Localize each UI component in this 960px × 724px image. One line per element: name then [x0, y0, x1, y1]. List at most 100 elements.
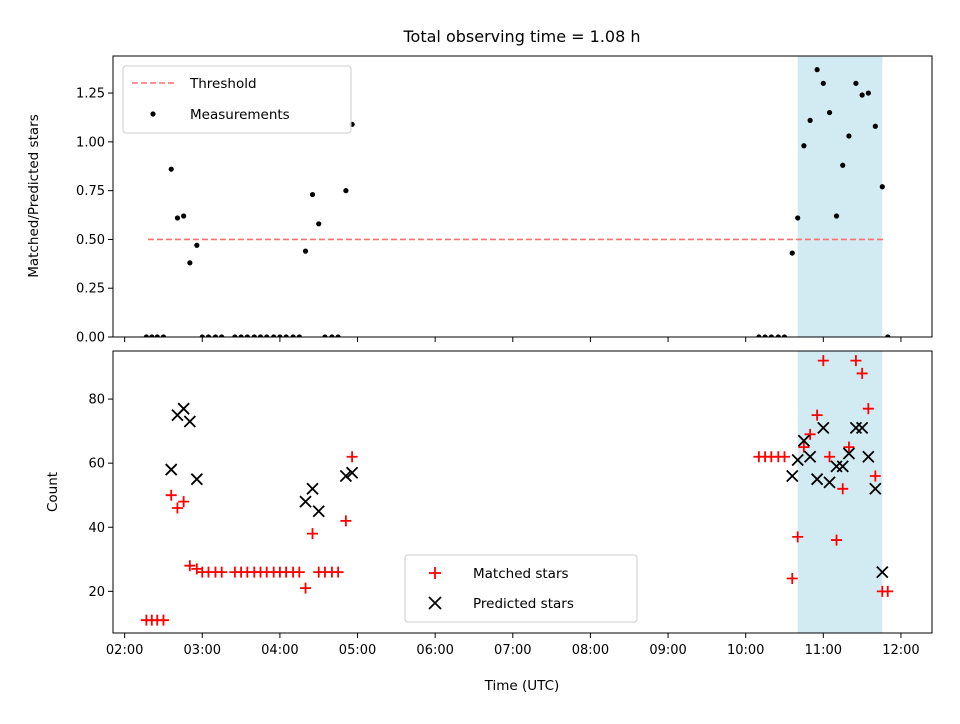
legend-matched-swatch	[429, 567, 441, 579]
predicted-star-marker	[177, 402, 190, 415]
measurement-point	[865, 90, 871, 96]
bottom-legend: Matched stars Predicted stars	[404, 554, 638, 623]
x-tick-label: 06:00	[416, 643, 453, 658]
predicted-star-marker	[312, 505, 325, 518]
measurement-point	[335, 334, 341, 337]
matched-star-marker	[792, 531, 804, 543]
measurement-point	[329, 334, 335, 337]
matched-star-marker	[804, 428, 816, 440]
measurement-point	[143, 334, 149, 337]
observing-window	[797, 56, 883, 337]
measurement-point	[154, 334, 160, 337]
matched-star-marker	[216, 566, 228, 578]
observing-window	[797, 351, 883, 633]
measurement-point	[846, 133, 852, 139]
measurement-point	[205, 334, 212, 337]
predicted-star-marker	[165, 463, 178, 476]
x-tick-label: 11:00	[805, 643, 842, 658]
matched-star-marker	[856, 367, 868, 379]
bottom-plot-frame	[112, 350, 933, 634]
observing-window-shade-bottom	[797, 351, 883, 633]
measurement-point	[840, 162, 846, 168]
matched-star-marker	[171, 502, 183, 514]
measurement-point	[194, 242, 200, 248]
measurement-point	[277, 334, 283, 337]
measurement-point	[181, 213, 187, 219]
predicted-star-marker	[855, 421, 869, 435]
x-tick-label: 12:00	[882, 643, 919, 658]
predicted-star-marker	[876, 565, 889, 579]
matched-star-marker	[184, 560, 196, 572]
matched-star-marker	[862, 403, 874, 415]
measurements-series	[143, 67, 891, 337]
predicted-star-marker	[810, 473, 824, 486]
x-tick-label: 10:00	[727, 643, 764, 658]
measurement-point	[244, 334, 250, 337]
legend-threshold-label: Threshold	[189, 76, 257, 92]
legend-measurements-label: Measurements	[190, 107, 290, 123]
top-x-ticks	[124, 337, 902, 342]
measurement-point	[232, 334, 238, 337]
matched-star-marker	[824, 451, 836, 463]
predicted-star-marker	[862, 450, 875, 463]
measurement-point	[302, 248, 309, 254]
matched-star-marker	[307, 528, 319, 540]
bottom-x-ticks: 02:00 03:00 04:00 05:00 06:00 07:00 08:00 09:00…	[106, 633, 920, 658]
y-tick-label: 0.75	[76, 184, 105, 199]
predicted-star-marker	[869, 482, 882, 495]
matched-star-marker	[293, 566, 305, 578]
top-y-ticks: 0.00 0.25 0.50 0.75 1.00 1.25	[76, 87, 113, 346]
measurement-point	[271, 334, 277, 337]
predicted-star-marker	[183, 415, 196, 428]
x-tick-label: 02:00	[106, 643, 143, 658]
matched-star-marker	[843, 441, 855, 453]
measurement-point	[257, 334, 264, 337]
predicted-star-marker	[823, 476, 836, 489]
measurement-point	[789, 250, 795, 256]
matched-star-marker	[837, 483, 849, 495]
measurement-point	[833, 213, 840, 219]
top-panel: 0.00 0.25 0.50 0.75 1.00 1.25 Matched/Predict…	[26, 55, 933, 346]
x-axis-label: Time (UTC)	[484, 678, 560, 694]
measurement-point	[296, 334, 302, 337]
y-tick-label: 60	[88, 457, 105, 472]
y-tick-label: 20	[88, 585, 105, 600]
matched-star-marker	[786, 573, 798, 585]
top-legend: Threshold Measurements	[122, 65, 352, 134]
measurement-point	[219, 334, 225, 337]
measurement-point	[264, 334, 270, 337]
measurement-point	[853, 80, 859, 86]
predicted-star-marker	[339, 469, 353, 483]
measurement-point	[872, 123, 878, 129]
legend-frame	[404, 554, 638, 623]
measurement-point	[820, 80, 826, 86]
legend-measurements-swatch	[150, 111, 156, 117]
matched-stars-series	[140, 355, 894, 626]
legend-predicted-label: Predicted stars	[473, 596, 574, 612]
measurement-point	[814, 67, 820, 73]
predicted-star-marker	[299, 495, 312, 508]
measurement-point	[174, 215, 181, 221]
predicted-star-marker	[786, 469, 799, 483]
x-tick-label: 07:00	[494, 643, 531, 658]
matched-star-marker	[798, 441, 810, 453]
matched-star-marker	[157, 614, 169, 626]
legend-predicted-swatch	[428, 596, 442, 610]
measurement-point	[251, 334, 257, 337]
chart-title: Total observing time = 1.08 h	[402, 27, 640, 46]
measurement-point	[187, 260, 193, 266]
matched-star-marker	[165, 489, 177, 501]
y-tick-label: 0.00	[76, 331, 105, 346]
matched-star-marker	[817, 355, 829, 367]
bottom-y-ticks: 20 40 60 80	[88, 393, 113, 600]
matched-star-marker	[869, 470, 881, 482]
predicted-star-marker	[791, 453, 804, 467]
x-tick-label: 03:00	[184, 643, 221, 658]
matched-star-marker	[811, 409, 823, 421]
predicted-star-marker	[842, 447, 856, 460]
predicted-stars-series	[165, 402, 889, 579]
x-tick-label: 04:00	[261, 643, 298, 658]
measurement-point	[316, 221, 322, 227]
observing-window-shade-top	[797, 56, 883, 337]
x-tick-label: 09:00	[649, 643, 686, 658]
